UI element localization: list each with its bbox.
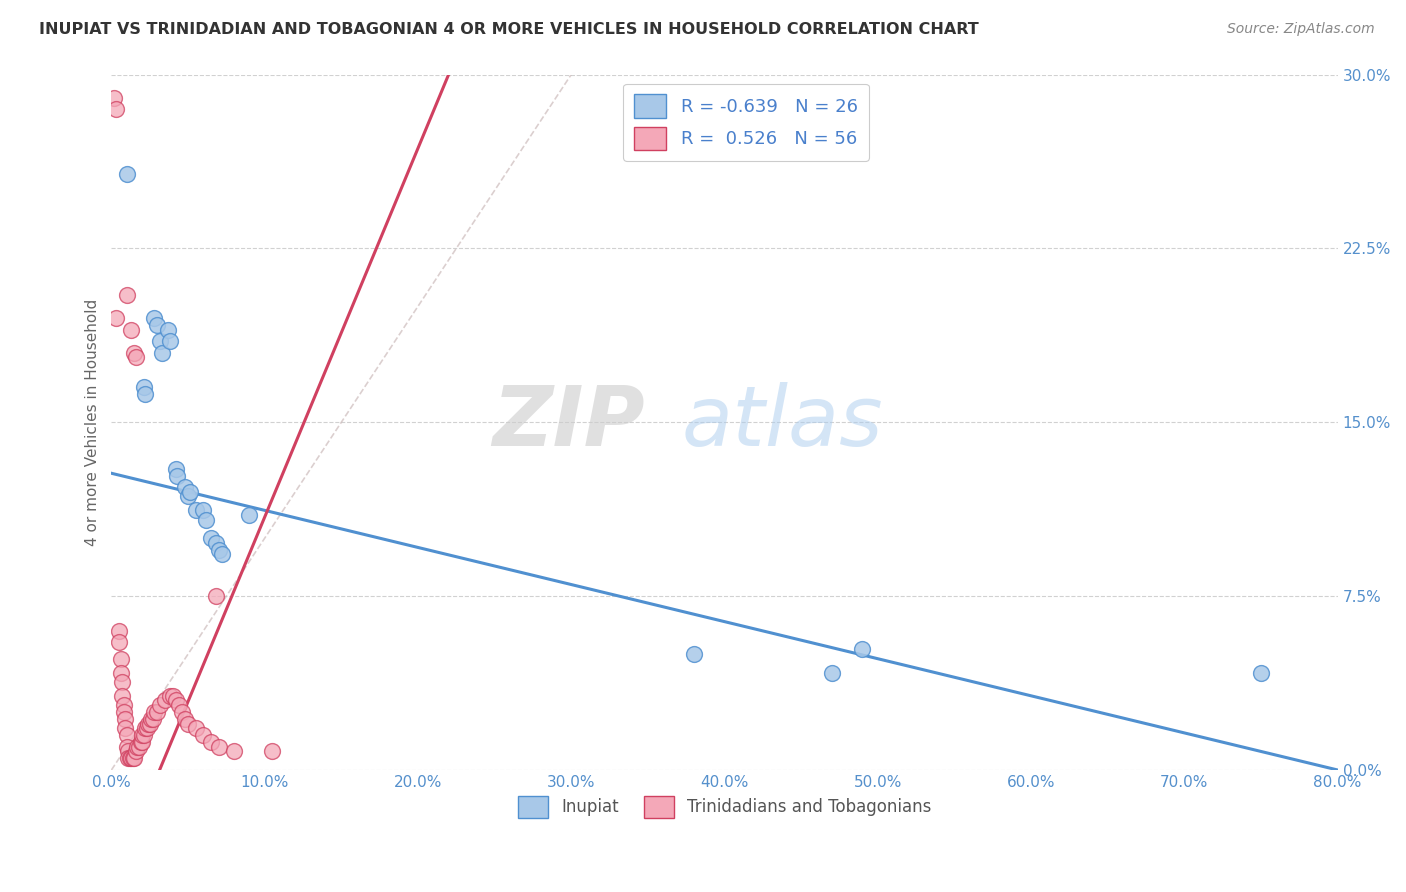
- Point: [204, 536, 226, 550]
- Point: [167, 698, 190, 712]
- Point: [200, 531, 222, 545]
- Point: [135, 721, 157, 735]
- Point: [683, 647, 706, 661]
- Point: [125, 351, 148, 365]
- Point: [143, 705, 166, 719]
- Point: [204, 589, 226, 603]
- Point: [132, 728, 155, 742]
- Point: [115, 287, 138, 301]
- Point: [262, 744, 284, 758]
- Point: [132, 380, 155, 394]
- Point: [108, 635, 131, 649]
- Point: [136, 716, 159, 731]
- Point: [112, 705, 135, 719]
- Point: [159, 689, 181, 703]
- Point: [115, 167, 138, 181]
- Point: [129, 735, 152, 749]
- Point: [177, 716, 200, 731]
- Text: INUPIAT VS TRINIDADIAN AND TOBAGONIAN 4 OR MORE VEHICLES IN HOUSEHOLD CORRELATIO: INUPIAT VS TRINIDADIAN AND TOBAGONIAN 4 …: [39, 22, 979, 37]
- Point: [208, 739, 231, 754]
- Point: [125, 744, 148, 758]
- Point: [143, 310, 166, 325]
- Text: ZIP: ZIP: [492, 382, 645, 463]
- Point: [153, 693, 176, 707]
- Point: [117, 751, 139, 765]
- Point: [124, 751, 146, 765]
- Point: [174, 712, 197, 726]
- Point: [222, 744, 245, 758]
- Point: [110, 651, 132, 665]
- Point: [111, 689, 134, 703]
- Point: [108, 624, 131, 638]
- Point: [211, 548, 233, 562]
- Point: [238, 508, 260, 522]
- Point: [166, 468, 188, 483]
- Point: [127, 739, 149, 754]
- Point: [115, 739, 138, 754]
- Text: atlas: atlas: [682, 382, 883, 463]
- Point: [103, 91, 125, 105]
- Point: [112, 698, 135, 712]
- Point: [114, 712, 136, 726]
- Point: [114, 721, 136, 735]
- Point: [128, 739, 150, 754]
- Point: [110, 665, 132, 680]
- Point: [821, 665, 844, 680]
- Point: [157, 322, 180, 336]
- Point: [159, 334, 181, 348]
- Point: [141, 712, 163, 726]
- Point: [149, 698, 172, 712]
- Point: [134, 721, 156, 735]
- Point: [131, 735, 153, 749]
- Point: [111, 674, 134, 689]
- Point: [138, 716, 160, 731]
- Point: [208, 542, 231, 557]
- Point: [122, 751, 145, 765]
- Point: [165, 693, 187, 707]
- Point: [149, 334, 172, 348]
- Point: [200, 735, 222, 749]
- Point: [120, 322, 142, 336]
- Point: [134, 387, 156, 401]
- Point: [150, 345, 173, 359]
- Point: [174, 480, 197, 494]
- Point: [146, 318, 169, 332]
- Point: [117, 744, 139, 758]
- Point: [118, 751, 141, 765]
- Point: [177, 490, 200, 504]
- Point: [193, 503, 215, 517]
- Point: [115, 728, 138, 742]
- Point: [1250, 665, 1272, 680]
- Point: [170, 705, 193, 719]
- Text: Source: ZipAtlas.com: Source: ZipAtlas.com: [1227, 22, 1375, 37]
- Point: [105, 310, 128, 325]
- Point: [195, 513, 218, 527]
- Point: [162, 689, 184, 703]
- Point: [131, 728, 153, 742]
- Point: [142, 712, 165, 726]
- Point: [184, 503, 207, 517]
- Point: [146, 705, 169, 719]
- Point: [165, 461, 187, 475]
- Y-axis label: 4 or more Vehicles in Household: 4 or more Vehicles in Household: [86, 299, 100, 546]
- Point: [105, 103, 128, 117]
- Legend: Inupiat, Trinidadians and Tobagonians: Inupiat, Trinidadians and Tobagonians: [510, 789, 938, 824]
- Point: [193, 728, 215, 742]
- Point: [124, 345, 146, 359]
- Point: [184, 721, 207, 735]
- Point: [120, 751, 142, 765]
- Point: [179, 484, 201, 499]
- Point: [851, 642, 873, 657]
